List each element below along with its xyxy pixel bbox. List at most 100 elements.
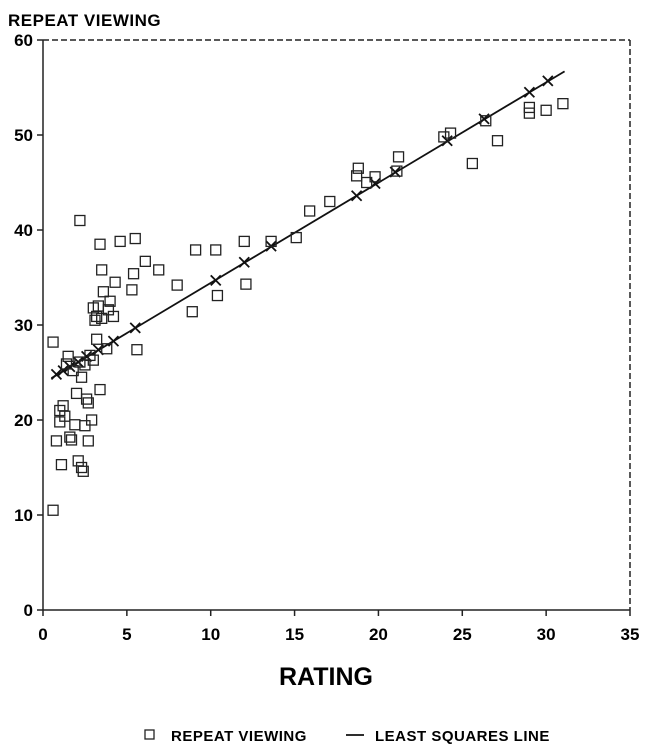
data-point <box>75 461 88 474</box>
data-point <box>540 104 552 116</box>
data-point <box>444 127 457 139</box>
fit-x-marker-stroke <box>350 190 363 202</box>
data-point <box>392 151 405 163</box>
data-point <box>391 165 403 177</box>
data-point <box>94 383 106 396</box>
data-point <box>75 371 88 383</box>
y-tick-label: 0 <box>24 601 33 620</box>
data-point <box>47 336 59 348</box>
data-point <box>350 170 363 182</box>
data-point <box>74 214 86 227</box>
fit-x-marker <box>107 335 120 347</box>
fit-x-marker <box>57 364 69 377</box>
data-point <box>97 286 110 298</box>
y-tick-label: 40 <box>14 221 33 240</box>
data-point <box>96 312 108 325</box>
fit-x-marker-stroke <box>210 274 222 286</box>
data-point <box>352 162 364 174</box>
fit-x-marker-stroke <box>107 335 120 347</box>
data-point <box>238 235 250 248</box>
x-tick-label: 35 <box>621 625 640 644</box>
fit-x-marker <box>238 256 250 268</box>
data-point <box>94 238 106 250</box>
y-tick-label: 10 <box>14 506 33 525</box>
fit-x-marker <box>210 274 222 286</box>
data-point <box>369 171 381 183</box>
data-point <box>60 358 73 370</box>
data-point <box>186 306 198 318</box>
data-point <box>70 387 83 400</box>
data-point <box>189 244 202 256</box>
fit-x-marker <box>441 135 453 147</box>
data-point <box>72 455 84 467</box>
data-point <box>114 235 126 248</box>
least-squares-line-layer <box>50 70 566 381</box>
data-point <box>438 131 450 143</box>
fit-x-marker <box>350 190 363 202</box>
data-point <box>96 264 108 276</box>
legend-square-marker <box>144 729 155 740</box>
data-point <box>91 333 103 345</box>
data-point <box>82 435 94 447</box>
data-point <box>361 176 373 189</box>
data-point <box>491 135 504 147</box>
data-point <box>139 255 151 268</box>
x-tick-label: 25 <box>453 625 472 644</box>
data-point <box>290 231 302 244</box>
data-point <box>87 354 99 366</box>
data-point <box>89 314 101 326</box>
data-point <box>47 504 59 516</box>
fit-x-marker <box>523 86 536 98</box>
data-point <box>523 107 536 119</box>
data-point <box>101 343 113 355</box>
data-point <box>240 278 252 290</box>
fit-x-marker <box>129 322 141 334</box>
fit-x-marker-stroke <box>57 364 69 377</box>
x-axis-title: RATING <box>279 663 373 691</box>
data-point <box>85 414 98 426</box>
x-tick-label: 0 <box>38 625 47 644</box>
chart-title: REPEAT VIEWING <box>8 11 161 30</box>
data-point <box>304 205 316 217</box>
data-point <box>126 284 138 296</box>
legend-label-repeat-viewing: REPEAT VIEWING <box>171 728 307 745</box>
x-axis-ticks: 0 5 10 15 20 25 30 35 <box>38 610 639 644</box>
fit-x-marker <box>64 361 76 373</box>
data-point <box>80 393 93 405</box>
data-point <box>131 344 143 356</box>
fit-x-marker-stroke <box>129 322 141 334</box>
y-tick-label: 20 <box>14 411 33 430</box>
data-point <box>324 195 336 208</box>
y-tick-label: 50 <box>14 126 33 145</box>
data-point <box>55 458 68 471</box>
plot-frame <box>42 39 631 611</box>
least-squares-line <box>50 70 566 379</box>
data-point <box>557 98 569 110</box>
data-point <box>67 364 79 377</box>
data-point <box>104 295 116 307</box>
y-tick-label: 60 <box>14 31 33 50</box>
data-point <box>211 289 224 302</box>
y-axis-ticks: 0 10 20 30 40 50 60 <box>14 31 43 620</box>
fit-x-marker <box>542 75 554 87</box>
data-point <box>480 115 492 127</box>
data-point <box>265 235 277 248</box>
fit-x-marker-stroke <box>441 135 453 147</box>
data-point <box>109 276 121 288</box>
x-tick-label: 5 <box>122 625 131 644</box>
fit-x-marker-stroke <box>64 361 76 373</box>
data-point <box>62 350 74 363</box>
data-point <box>171 279 183 291</box>
data-point <box>79 420 91 432</box>
data-point <box>210 244 222 256</box>
data-point <box>65 434 78 446</box>
x-tick-label: 15 <box>285 625 304 644</box>
legend: REPEAT VIEWING LEAST SQUARES LINE <box>144 728 550 745</box>
x-tick-label: 30 <box>537 625 556 644</box>
legend-label-least-squares-line: LEAST SQUARES LINE <box>375 728 550 745</box>
fit-x-marker <box>50 368 63 381</box>
fit-x-marker-stroke <box>542 75 554 87</box>
data-point <box>153 264 165 276</box>
data-point <box>69 419 81 431</box>
